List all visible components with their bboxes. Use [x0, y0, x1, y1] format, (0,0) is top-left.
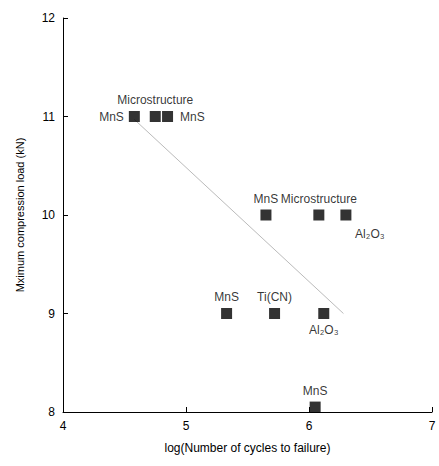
svg-text:MnS: MnS [214, 290, 239, 304]
svg-text:Mximum compression load (kN): Mximum compression load (kN) [14, 138, 26, 293]
svg-text:5: 5 [183, 419, 190, 433]
svg-text:MnS: MnS [99, 110, 124, 124]
svg-text:4: 4 [60, 419, 67, 433]
svg-text:8: 8 [48, 405, 55, 419]
svg-text:Microstructure: Microstructure [117, 93, 193, 107]
svg-text:log(Number of cycles to failur: log(Number of cycles to failure) [164, 441, 330, 455]
svg-text:MnS: MnS [180, 110, 205, 124]
svg-text:6: 6 [306, 419, 313, 433]
svg-text:MnS: MnS [254, 192, 279, 206]
svg-text:Ti(CN): Ti(CN) [257, 290, 292, 304]
svg-text:Al₂O₃: Al₂O₃ [309, 323, 339, 337]
svg-text:10: 10 [42, 208, 56, 222]
svg-text:9: 9 [48, 307, 55, 321]
svg-text:7: 7 [429, 419, 436, 433]
svg-text:12: 12 [42, 11, 56, 25]
svg-text:Al₂O₃: Al₂O₃ [355, 227, 385, 241]
svg-text:Microstructure: Microstructure [281, 192, 357, 206]
svg-text:11: 11 [43, 110, 56, 124]
svg-text:MnS: MnS [303, 384, 328, 398]
